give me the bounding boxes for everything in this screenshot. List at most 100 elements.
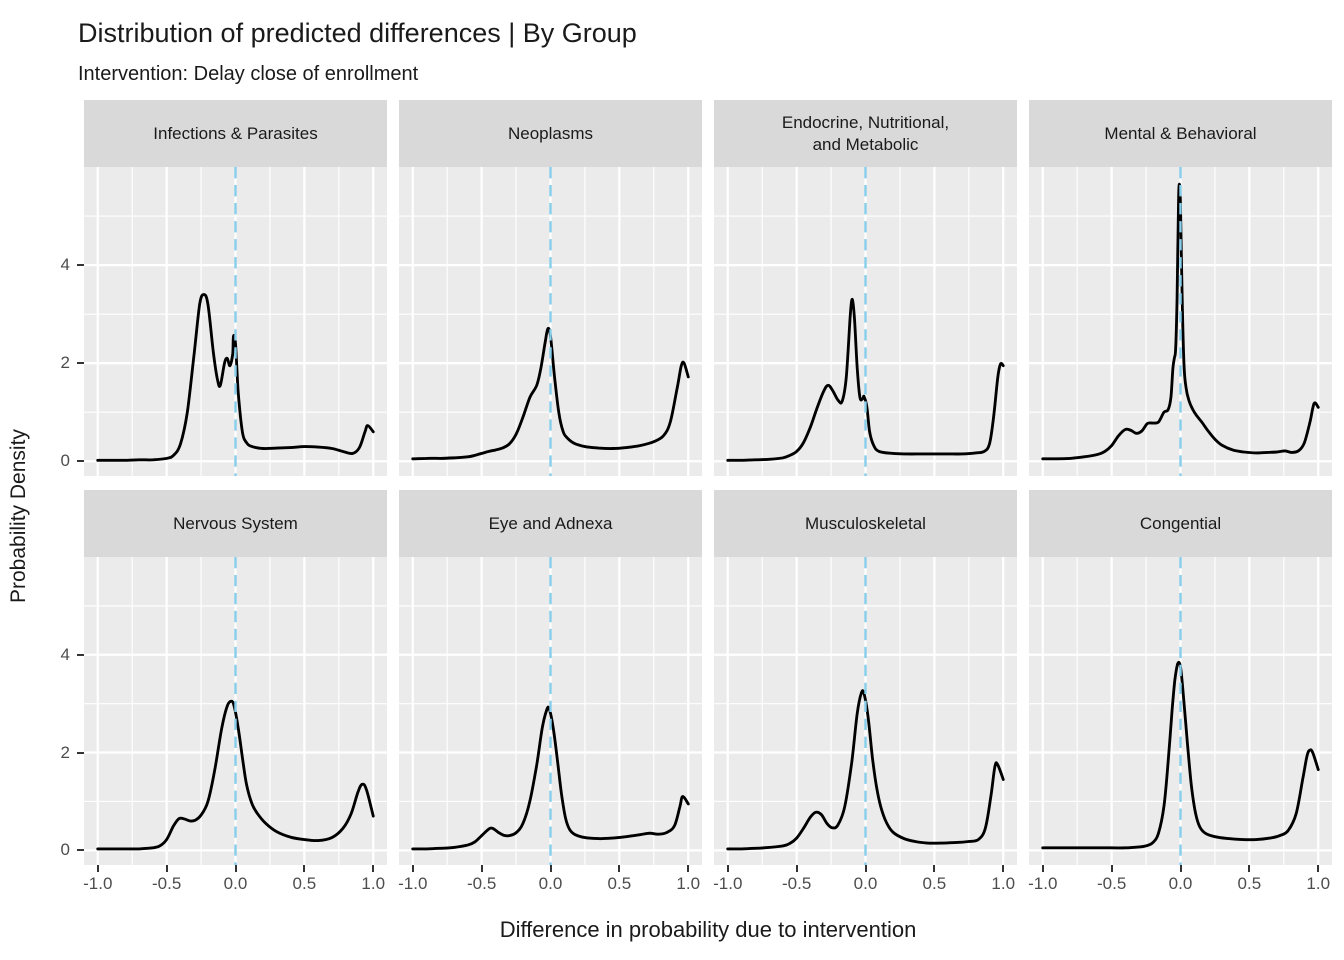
x-tick-label: 0.5 [292, 874, 317, 893]
facet-panel [84, 557, 387, 865]
x-tick-label: -1.0 [1028, 874, 1058, 893]
x-tick-mark [726, 865, 729, 872]
x-axis-labels: -1.0 -0.5 0.0 0.5 1.0 [713, 865, 1017, 899]
x-tick-mark [1248, 865, 1251, 872]
x-tick-mark [1179, 865, 1182, 872]
facet-strip-label: Endocrine, Nutritional, and Metabolic [781, 113, 950, 154]
x-tick-label: 0.0 [853, 874, 878, 893]
x-tick-label: 0.0 [538, 874, 563, 893]
facet-strip: Infections & Parasites [84, 100, 387, 167]
density-plot-svg [84, 557, 387, 865]
facet-panel [1029, 167, 1332, 476]
x-tick-label: 1.0 [1306, 874, 1331, 893]
density-plot-svg [1029, 167, 1332, 476]
x-tick-mark [411, 865, 414, 872]
x-tick-mark [549, 865, 552, 872]
density-curve [411, 326, 690, 461]
x-tick-label: -0.5 [781, 874, 812, 893]
facet-strip: Congential [1029, 490, 1332, 557]
y-tick-mark [77, 653, 84, 656]
y-tick-label: 2 [60, 353, 70, 373]
density-plot-svg [399, 557, 702, 865]
plot-grid: Probability Density Difference in probab… [7, 100, 1332, 951]
facet-strip-label: Eye and Adnexa [488, 513, 613, 533]
x-tick-mark [372, 865, 375, 872]
facet-panel [714, 557, 1017, 865]
x-tick-label: -1.0 [398, 874, 428, 893]
density-curve [1041, 182, 1320, 461]
y-tick-label: 0 [60, 840, 70, 860]
x-tick-mark [933, 865, 936, 872]
x-tick-mark [234, 865, 237, 872]
y-tick-mark [77, 362, 84, 365]
facet-strip-label: Neoplasms [507, 123, 594, 143]
x-tick-mark [1317, 865, 1320, 872]
facet-panel [399, 167, 702, 476]
chart-title: Distribution of predicted differences | … [78, 18, 637, 48]
density-curve [726, 297, 1005, 462]
facet-strip: Musculoskeletal [714, 490, 1017, 557]
x-tick-mark [303, 865, 306, 872]
facet-panel [84, 167, 387, 476]
y-tick-label: 4 [60, 255, 70, 275]
x-tick-mark [96, 865, 99, 872]
x-tick-label: -0.5 [151, 874, 182, 893]
density-plot-svg [84, 167, 387, 476]
x-tick-label: -0.5 [466, 874, 497, 893]
x-tick-label: 1.0 [991, 874, 1016, 893]
x-tick-mark [618, 865, 621, 872]
x-tick-mark [795, 865, 798, 872]
x-tick-label: 0.5 [922, 874, 947, 893]
y-tick-label: 0 [60, 451, 70, 471]
x-tick-mark [1041, 865, 1044, 872]
x-axis-labels: -1.0 -0.5 0.0 0.5 1.0 [1028, 865, 1332, 899]
x-tick-label: -1.0 [83, 874, 113, 893]
x-tick-label: -0.5 [1096, 874, 1127, 893]
x-tick-label: 1.0 [676, 874, 701, 893]
y-tick-label: 4 [60, 644, 70, 664]
x-tick-label: -1.0 [713, 874, 743, 893]
y-tick-mark [77, 264, 84, 267]
facet-strip: Endocrine, Nutritional, and Metabolic [714, 100, 1017, 167]
x-tick-label: 0.5 [607, 874, 632, 893]
y-axis-title: Probability Density [7, 429, 30, 603]
density-curve [1041, 660, 1320, 850]
x-tick-label: 0.5 [1237, 874, 1262, 893]
y-tick-mark [77, 849, 84, 852]
x-axis-title: Difference in probability due to interve… [499, 917, 917, 942]
chart-subtitle: Intervention: Delay close of enrollment [78, 63, 419, 85]
density-curve [726, 689, 1005, 851]
x-tick-mark [1002, 865, 1005, 872]
facet-panel [399, 557, 702, 865]
x-tick-label: 0.0 [1168, 874, 1193, 893]
density-curve [96, 699, 375, 851]
x-axis-labels: -1.0 -0.5 0.0 0.5 1.0 [398, 865, 702, 899]
facet-strip: Eye and Adnexa [399, 490, 702, 557]
facet-strip-label: Infections & Parasites [153, 123, 318, 143]
facet-strip-label: Musculoskeletal [805, 513, 926, 533]
gridlines [399, 557, 702, 865]
facet-strip-label: Congential [1139, 513, 1222, 533]
density-curve [411, 705, 690, 851]
x-tick-mark [1110, 865, 1113, 872]
x-tick-mark [480, 865, 483, 872]
facet-strip-label: Mental & Behavioral [1104, 123, 1257, 143]
density-curve [96, 293, 375, 462]
x-tick-mark [864, 865, 867, 872]
x-tick-mark [165, 865, 168, 872]
x-tick-label: 0.0 [223, 874, 248, 893]
density-plot-svg [714, 167, 1017, 476]
density-plot-svg [714, 557, 1017, 865]
x-tick-label: 1.0 [361, 874, 386, 893]
y-tick-mark [77, 751, 84, 754]
y-tick-mark [77, 460, 84, 463]
y-axis-labels: 0 2 4 [42, 167, 84, 476]
facet-strip: Nervous System [84, 490, 387, 557]
density-plot-svg [1029, 557, 1332, 865]
y-axis-labels: 0 2 4 [42, 557, 84, 865]
y-tick-label: 2 [60, 742, 70, 762]
facet-panel [714, 167, 1017, 476]
facet-panel [1029, 557, 1332, 865]
x-axis-labels: -1.0 -0.5 0.0 0.5 1.0 [83, 865, 387, 899]
